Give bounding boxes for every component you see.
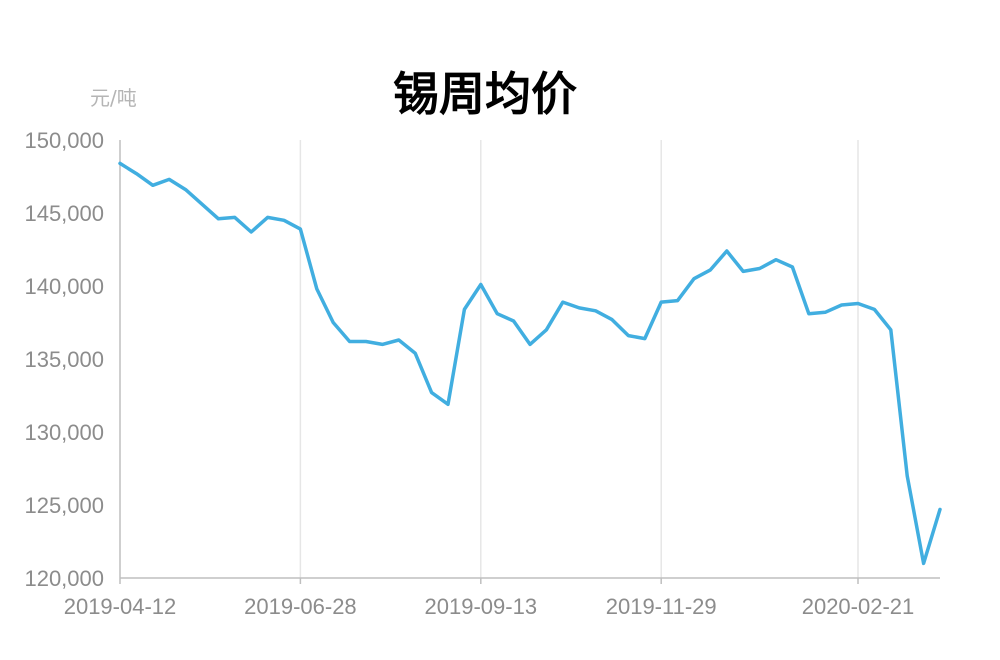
- x-tick-label: 2019-06-28: [244, 594, 357, 619]
- y-tick-label: 125,000: [24, 493, 104, 518]
- series-layer: [118, 161, 942, 566]
- x-axis-ticks: 2019-04-12 2019-06-28 2019-09-13 2019-11-29…: [64, 578, 915, 619]
- y-axis-ticks: 120,000 125,000 130,000 135,000 140,000 145,0…: [24, 128, 104, 591]
- y-tick-label: 130,000: [24, 420, 104, 445]
- grid-lines: [299, 140, 859, 578]
- chart-title: 锡周均价: [393, 67, 577, 121]
- x-tick-label: 2019-09-13: [425, 594, 538, 619]
- y-tick-label: 150,000: [24, 128, 104, 153]
- x-tick-label: 2019-11-29: [606, 594, 717, 619]
- series-line: [118, 161, 942, 566]
- y-tick-label: 120,000: [24, 566, 104, 591]
- axes: [119, 140, 940, 579]
- x-tick-label: 2019-04-12: [64, 594, 177, 619]
- y-tick-label: 135,000: [24, 347, 104, 372]
- y-unit-label: 元/吨: [90, 86, 137, 110]
- y-tick-label: 140,000: [24, 274, 104, 299]
- x-tick-label: 2020-02-21: [802, 594, 915, 619]
- y-tick-label: 145,000: [24, 201, 104, 226]
